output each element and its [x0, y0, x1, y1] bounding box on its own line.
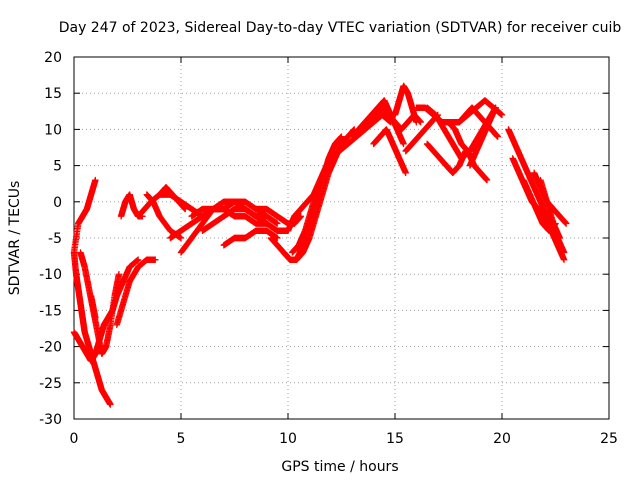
y-tick-label: -20: [39, 340, 62, 356]
x-axis-label: GPS time / hours: [281, 459, 398, 475]
y-tick-label: -10: [39, 267, 62, 283]
x-tick-label: 0: [70, 431, 79, 447]
data-point: [135, 256, 142, 263]
data-point: [182, 205, 189, 213]
chart-title: Day 247 of 2023, Sidereal Day-to-day VTE…: [59, 20, 622, 36]
y-tick-label: 20: [44, 50, 62, 66]
series-arc2: [70, 176, 99, 256]
x-axis: 0 5 10 15 20 25: [70, 57, 618, 447]
y-tick-label: -30: [39, 412, 62, 428]
x-tick-label: 20: [493, 431, 511, 447]
series-arc20: [289, 155, 334, 256]
data-point: [177, 234, 185, 242]
y-tick-label: 0: [53, 195, 62, 211]
series-arc3: [70, 249, 114, 408]
y-axis: -30 -25 -20 -15 -10 -5 0 5 10 15 20: [39, 50, 609, 428]
series-arc21: [327, 111, 394, 162]
data-point: [115, 271, 123, 278]
x-tick-label: 10: [279, 431, 297, 447]
y-tick-label: 10: [44, 122, 62, 138]
data-point: [92, 314, 99, 321]
y-axis-label: SDTVAR / TECUs: [7, 181, 23, 296]
y-tick-label: 5: [53, 159, 62, 175]
data-point: [92, 176, 99, 184]
series-arc5: [87, 292, 99, 321]
x-tick-label: 25: [600, 431, 618, 447]
y-tick-label: -25: [39, 376, 62, 392]
y-tick-label: 15: [44, 86, 62, 102]
grid: [74, 57, 609, 419]
series-arc10: [156, 184, 189, 213]
data-point: [152, 256, 159, 263]
x-tick-label: 15: [386, 431, 404, 447]
series-arc25: [391, 82, 420, 126]
x-tick-label: 5: [177, 431, 186, 447]
data-marks: [70, 82, 570, 408]
series-arc6: [113, 256, 159, 329]
y-tick-label: -5: [48, 231, 62, 247]
y-tick-label: -15: [39, 303, 62, 319]
data-point: [107, 401, 114, 408]
